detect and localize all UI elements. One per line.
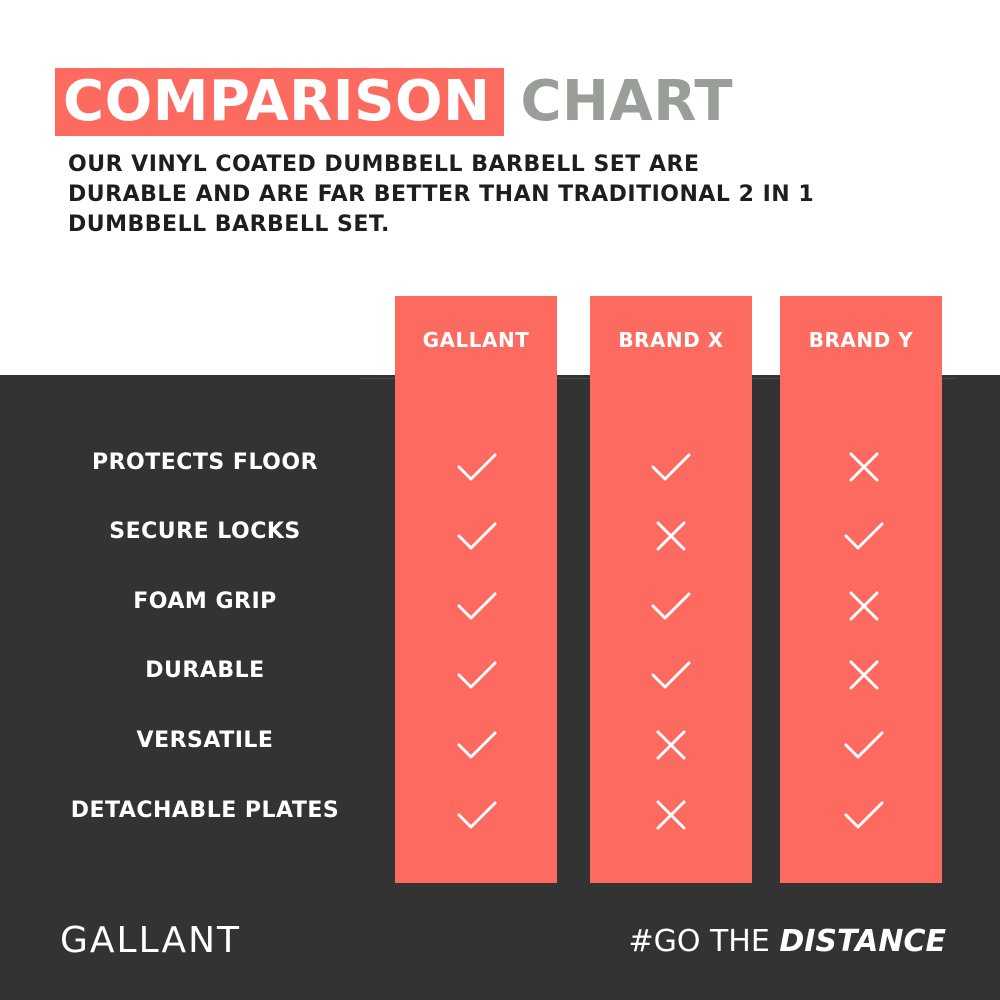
check-icon [649,584,693,628]
check-icon [649,445,693,489]
subtitle-line: OUR VINYL COATED DUMBBELL BARBELL SET AR… [68,152,700,177]
check-icon [455,723,499,767]
check-icon [455,514,499,558]
row-label: FOAM GRIP [133,589,277,614]
cross-icon [842,584,886,628]
row-label: DETACHABLE PLATES [70,798,340,823]
check-icon [455,445,499,489]
check-icon [842,723,886,767]
row-label: VERSATILE [136,728,274,753]
gallant-logo: GALLANT [60,920,242,961]
check-icon [455,584,499,628]
cross-icon [649,723,693,767]
hashtag-italic: DISTANCE [779,924,946,959]
check-icon [842,514,886,558]
cross-icon [649,793,693,837]
hashtag-plain: #GO THE [628,924,770,959]
check-icon [649,653,693,697]
check-icon [842,793,886,837]
column-header-brand-x: BRAND X [618,328,724,352]
row-label: SECURE LOCKS [109,519,301,544]
row-label: DURABLE [145,658,265,683]
subtitle-line: DUMBBELL BARBELL SET. [68,212,390,237]
cross-icon [842,445,886,489]
column-gallant [395,296,557,883]
check-icon [455,793,499,837]
title-highlight: COMPARISON [55,68,505,136]
column-header-gallant: GALLANT [422,328,530,352]
hashtag-slogan: #GO THE DISTANCE [628,924,946,959]
column-brand-y [780,296,942,883]
cross-icon [649,514,693,558]
title-rest: CHART [520,69,734,134]
column-brand-x [590,296,752,883]
subtitle-line: DURABLE AND ARE FAR BETTER THAN TRADITIO… [68,182,815,207]
page-title: COMPARISON CHART [55,68,733,136]
cross-icon [842,653,886,697]
subtitle: OUR VINYL COATED DUMBBELL BARBELL SET AR… [68,150,868,240]
row-label: PROTECTS FLOOR [91,450,319,475]
column-header-brand-y: BRAND Y [808,328,914,352]
check-icon [455,653,499,697]
